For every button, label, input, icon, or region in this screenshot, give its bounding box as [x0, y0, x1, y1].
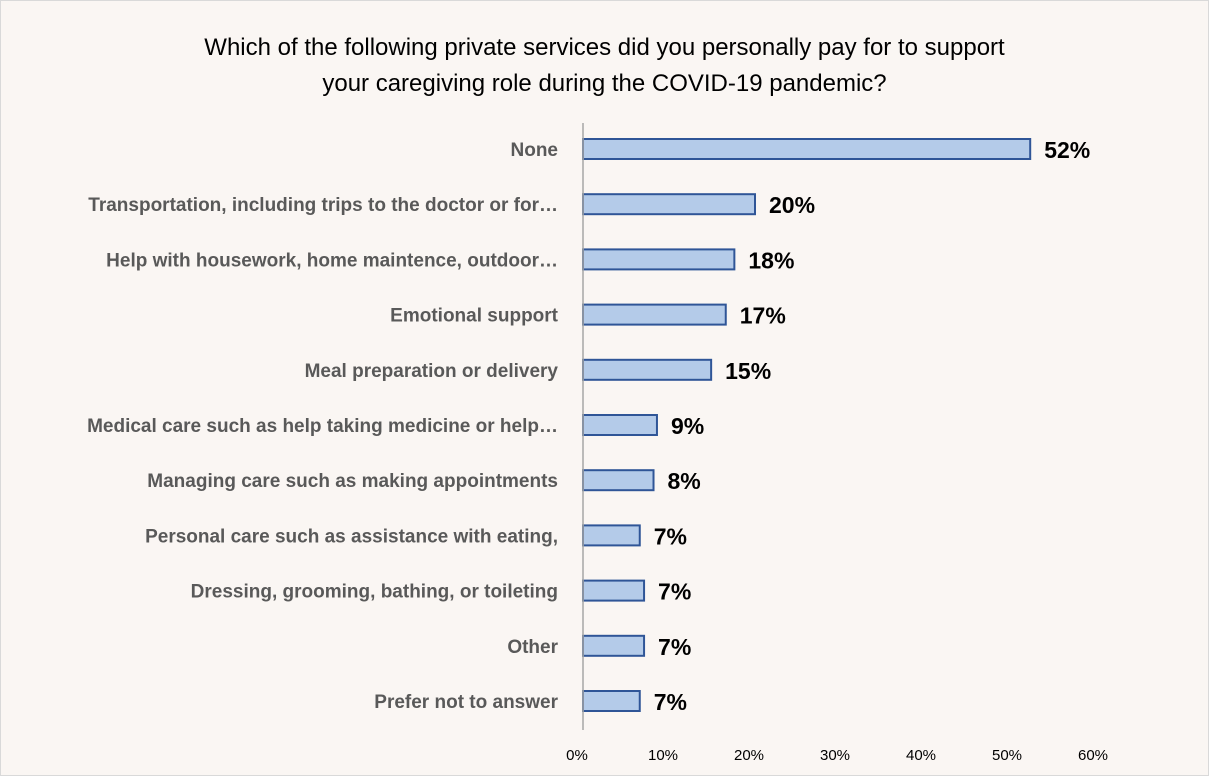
data-label-8: 7%: [658, 579, 691, 605]
x-tick-label-0: 0%: [566, 747, 588, 764]
category-label-7: Personal care such as assistance with ea…: [145, 526, 558, 547]
category-label-4: Meal preparation or delivery: [305, 361, 559, 382]
data-label-0: 52%: [1044, 137, 1090, 163]
category-label-8: Dressing, grooming, bathing, or toiletin…: [191, 582, 558, 603]
bar-5: [582, 414, 658, 436]
x-tick-label-3: 30%: [820, 747, 850, 764]
x-tick-label-6: 60%: [1078, 747, 1108, 764]
bar-9: [582, 634, 646, 657]
bar-8: [582, 579, 646, 602]
category-label-1: Transportation, including trips to the d…: [88, 195, 558, 216]
bar-0: [582, 138, 1032, 160]
data-label-4: 15%: [725, 358, 771, 384]
data-label-2: 18%: [748, 247, 794, 273]
data-label-6: 8%: [668, 468, 701, 494]
category-label-0: None: [511, 140, 559, 161]
x-tick-label-1: 10%: [648, 747, 678, 764]
data-label-1: 20%: [769, 192, 815, 218]
x-tick-label-2: 20%: [734, 747, 764, 764]
data-label-5: 9%: [671, 413, 704, 439]
x-tick-label-5: 50%: [992, 747, 1022, 764]
category-label-3: Emotional support: [390, 306, 559, 327]
x-tick-label-4: 40%: [906, 747, 936, 764]
bar-6: [582, 469, 655, 492]
bar-1: [582, 193, 756, 216]
bar-7: [582, 524, 641, 547]
category-label-6: Managing care such as making appointment…: [147, 471, 558, 492]
chart-title: Which of the following private services …: [204, 34, 1005, 97]
data-label-3: 17%: [740, 303, 786, 329]
bar-2: [582, 248, 736, 271]
bar-4: [582, 358, 713, 381]
category-label-5: Medical care such as help taking medicin…: [87, 416, 558, 437]
bar-10: [582, 690, 641, 712]
data-label-10: 7%: [654, 689, 687, 715]
bar-3: [582, 303, 727, 326]
data-label-7: 7%: [654, 523, 687, 549]
data-label-9: 7%: [658, 634, 691, 660]
category-label-9: Other: [507, 637, 558, 658]
category-label-2: Help with housework, home maintence, out…: [106, 250, 558, 271]
category-label-10: Prefer not to answer: [374, 692, 558, 713]
